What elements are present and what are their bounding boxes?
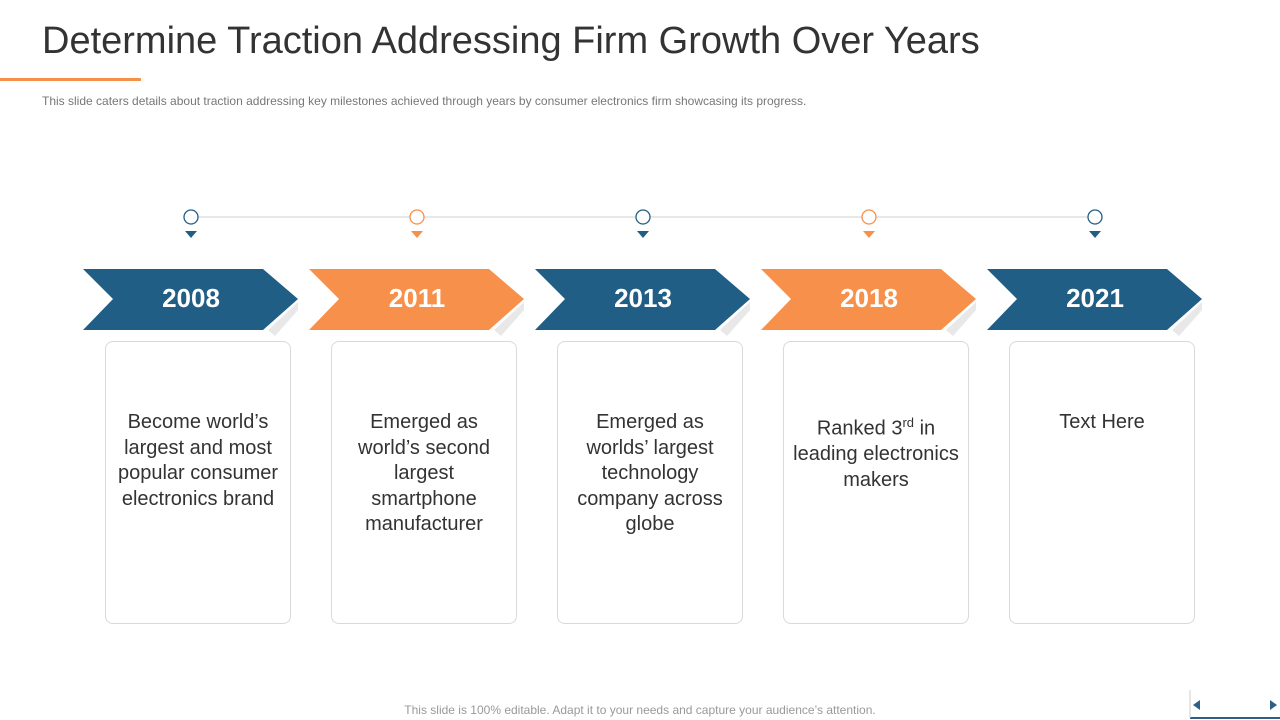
year-arrow: [309, 269, 524, 330]
year-label: 2018: [840, 283, 898, 313]
pin-pointer: [863, 231, 875, 238]
year-label: 2021: [1066, 283, 1124, 313]
year-arrow: [83, 269, 298, 330]
milestone-card: Become world’s largest and most popular …: [105, 341, 291, 624]
year-label: 2013: [614, 283, 672, 313]
milestone-after: in leading electronics makers: [793, 417, 959, 491]
milestone-card: Text Here: [1009, 341, 1195, 624]
milestone-text: Emerged as worlds’ largest technology co…: [577, 411, 723, 535]
footer: This slide is 100% editable. Adapt it to…: [404, 703, 876, 717]
milestone-text: Ranked 3rd in leading electronics makers: [792, 410, 960, 493]
year-arrow: [535, 269, 750, 330]
milestone-text: Text Here: [1018, 410, 1186, 436]
milestone-text: Become world’s largest and most popular …: [117, 411, 279, 510]
pin-pointer: [411, 231, 423, 238]
milestone-card: Emerged as world’s second largest smartp…: [331, 341, 517, 624]
milestone-text: Text Here: [1059, 411, 1145, 433]
milestone-text: Ranked 3: [816, 417, 903, 440]
pin: [183, 209, 199, 225]
pin-pointer: [1089, 231, 1101, 238]
year-arrow: [987, 269, 1202, 330]
milestone-sup: rd: [902, 415, 915, 430]
arrow-shadow: [946, 302, 976, 336]
subtitle: This slide caters details about traction…: [42, 94, 807, 108]
year-arrow: [761, 269, 976, 330]
pin: [635, 209, 651, 225]
title-underline: [0, 78, 141, 81]
arrow-shadow: [1172, 302, 1202, 336]
milestone-card: Emerged as worlds’ largest technology co…: [557, 341, 743, 624]
milestone-card: Ranked 3rd in leading electronics makers: [783, 341, 969, 624]
year-label: 2011: [389, 283, 445, 313]
arrow-shadow: [494, 302, 524, 336]
pin-pointer: [637, 231, 649, 238]
milestone-text: Become world’s largest and most popular …: [114, 410, 282, 512]
milestone-text: Emerged as world’s second largest smartp…: [340, 410, 508, 538]
arrow-shadow: [720, 302, 750, 336]
nav-next[interactable]: [1270, 700, 1277, 710]
year-label: 2008: [162, 283, 220, 313]
arrow-shadow: [268, 302, 298, 336]
milestone-text: Emerged as worlds’ largest technology co…: [566, 410, 734, 538]
milestone-text: Emerged as world’s second largest smartp…: [358, 411, 490, 535]
pin: [1087, 209, 1103, 225]
nav-prev[interactable]: [1193, 700, 1200, 710]
title: Determine Traction Addressing Firm Growt…: [42, 20, 980, 62]
pin: [861, 209, 877, 225]
pin-pointer: [185, 231, 197, 238]
pin: [409, 209, 425, 225]
